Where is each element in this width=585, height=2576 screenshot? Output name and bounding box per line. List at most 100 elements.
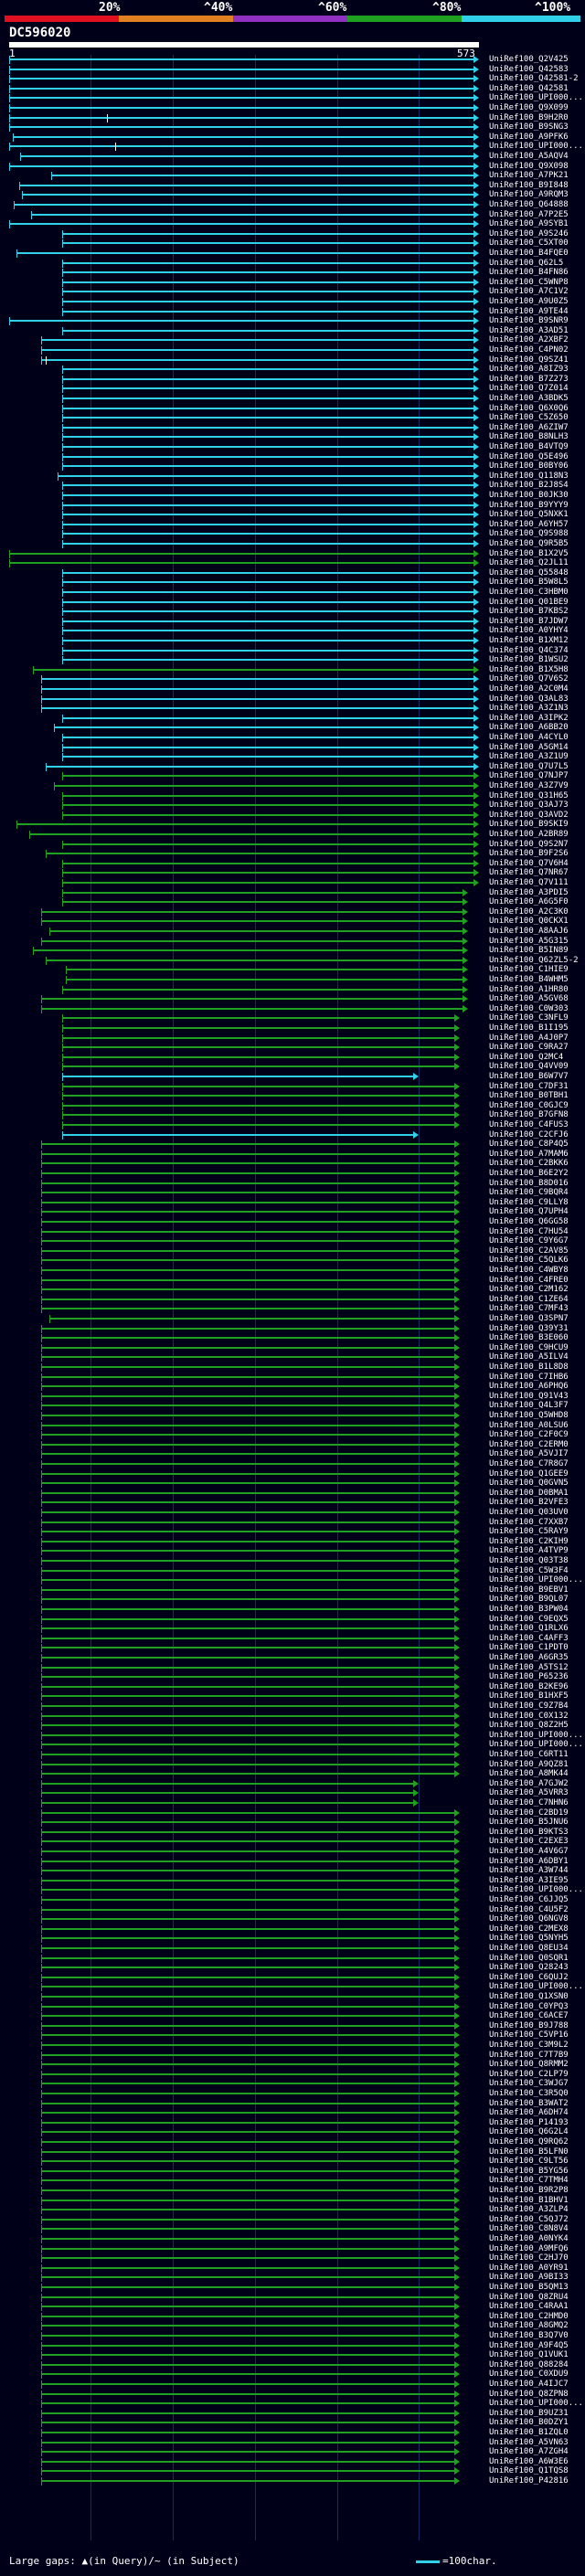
hit-label[interactable]: UniRef100_B7Z273	[489, 374, 569, 384]
hit-label[interactable]: UniRef100_Q4L3F7	[489, 1401, 569, 1411]
hit-label[interactable]: UniRef100_Q31H65	[489, 790, 569, 800]
hit-row[interactable]: UniRef100_C3M9L2	[0, 2041, 585, 2051]
hit-row[interactable]: UniRef100_Q7U7L5	[0, 762, 585, 772]
hit-row[interactable]: UniRef100_Q9SZ41	[0, 355, 585, 366]
hit-label[interactable]: UniRef100_Q9SZ41	[489, 355, 569, 365]
hit-label[interactable]: UniRef100_C0X132	[489, 1711, 569, 1721]
hit-label[interactable]: UniRef100_A8MK44	[489, 1769, 569, 1779]
hit-label[interactable]: UniRef100_A5VRR3	[489, 1788, 569, 1798]
hit-label[interactable]: UniRef100_UPI000...	[489, 1575, 583, 1585]
hit-label[interactable]: UniRef100_B4FQE0	[489, 249, 569, 258]
hit-row[interactable]: UniRef100_Q1GEE9	[0, 1469, 585, 1479]
hit-label[interactable]: UniRef100_C7HU54	[489, 1226, 569, 1236]
hit-label[interactable]: UniRef100_Q8EU34	[489, 1944, 569, 1953]
hit-row[interactable]: UniRef100_A4TVP9	[0, 1546, 585, 1556]
hit-row[interactable]: UniRef100_B3WAT2	[0, 2099, 585, 2109]
hit-row[interactable]: UniRef100_A0YR91	[0, 2263, 585, 2274]
hit-row[interactable]: UniRef100_Q8RMM2	[0, 2060, 585, 2070]
hit-row[interactable]: UniRef100_UPI000...	[0, 93, 585, 103]
hit-label[interactable]: UniRef100_C4FUS3	[489, 1120, 569, 1129]
hit-row[interactable]: UniRef100_Q1XSN0	[0, 1992, 585, 2002]
hit-label[interactable]: UniRef100_Q6X0Q6	[489, 403, 569, 413]
hit-row[interactable]: UniRef100_B1BHV1	[0, 2196, 585, 2206]
hit-label[interactable]: UniRef100_C3NFL9	[489, 1013, 569, 1023]
hit-label[interactable]: UniRef100_A0YR91	[489, 2263, 569, 2273]
hit-row[interactable]: UniRef100_B5IN89	[0, 946, 585, 956]
hit-row[interactable]: UniRef100_B1HXF5	[0, 1691, 585, 1701]
hit-row[interactable]: UniRef100_C4FUS3	[0, 1120, 585, 1130]
hit-label[interactable]: UniRef100_C7IHB6	[489, 1372, 569, 1382]
hit-label[interactable]: UniRef100_UPI000...	[489, 1730, 583, 1740]
hit-row[interactable]: UniRef100_A3BDK5	[0, 394, 585, 404]
hit-label[interactable]: UniRef100_B8D016	[489, 1178, 569, 1188]
hit-row[interactable]: UniRef100_Q0CKX1	[0, 917, 585, 927]
hit-label[interactable]: UniRef100_Q5E496	[489, 451, 569, 461]
hit-label[interactable]: UniRef100_Q03T38	[489, 1556, 569, 1565]
hit-row[interactable]: UniRef100_A6BB20	[0, 723, 585, 733]
hit-row[interactable]: UniRef100_A3Z1U9	[0, 752, 585, 762]
hit-row[interactable]: UniRef100_B5W8L5	[0, 578, 585, 588]
hit-label[interactable]: UniRef100_Q7UPH4	[489, 1207, 569, 1217]
hit-row[interactable]: UniRef100_A0LSU6	[0, 1421, 585, 1431]
hit-label[interactable]: UniRef100_Q2MC4	[489, 1052, 564, 1062]
hit-row[interactable]: UniRef100_C2BD19	[0, 1808, 585, 1818]
hit-row[interactable]: UniRef100_Q8ZRU4	[0, 2293, 585, 2303]
hit-label[interactable]: UniRef100_Q7NJP7	[489, 771, 569, 781]
hit-label[interactable]: UniRef100_B9F2S6	[489, 849, 569, 859]
hit-label[interactable]: UniRef100_A9S246	[489, 228, 569, 239]
hit-row[interactable]: UniRef100_A9S246	[0, 229, 585, 239]
hit-row[interactable]: UniRef100_C5W3F4	[0, 1566, 585, 1576]
hit-row[interactable]: UniRef100_Q8ZPN8	[0, 2390, 585, 2400]
hit-label[interactable]: UniRef100_A6DBY1	[489, 1856, 569, 1866]
hit-row[interactable]: UniRef100_B1X5H8	[0, 665, 585, 675]
hit-row[interactable]: UniRef100_Q5NXK1	[0, 510, 585, 520]
hit-label[interactable]: UniRef100_Q8ZPN8	[489, 2389, 569, 2399]
hit-label[interactable]: UniRef100_C7NHN6	[489, 1798, 569, 1807]
hit-row[interactable]: UniRef100_C5VP16	[0, 2030, 585, 2041]
hit-row[interactable]: UniRef100_A2BR89	[0, 830, 585, 840]
hit-row[interactable]: UniRef100_B2J8S4	[0, 481, 585, 491]
hit-row[interactable]: UniRef100_C5Z650	[0, 413, 585, 423]
hit-label[interactable]: UniRef100_C3WJG7	[489, 2079, 569, 2089]
hit-row[interactable]: UniRef100_Q7V6H4	[0, 859, 585, 869]
hit-row[interactable]: UniRef100_A4IJC7	[0, 2380, 585, 2390]
hit-label[interactable]: UniRef100_A9U0Z5	[489, 297, 569, 306]
hit-row[interactable]: UniRef100_C7T7B9	[0, 2051, 585, 2061]
hit-row[interactable]: UniRef100_A7ZGH4	[0, 2447, 585, 2457]
hit-label[interactable]: UniRef100_Q2JL11	[489, 558, 569, 568]
hit-label[interactable]: UniRef100_C6QUJ2	[489, 1972, 569, 1982]
hit-row[interactable]: UniRef100_UPI000...	[0, 1982, 585, 1992]
hit-row[interactable]: UniRef100_B1WSU2	[0, 655, 585, 665]
hit-row[interactable]: UniRef100_A2C0M4	[0, 684, 585, 694]
hit-row[interactable]: UniRef100_B4FQE0	[0, 249, 585, 259]
hit-row[interactable]: UniRef100_B9J788	[0, 2021, 585, 2031]
hit-row[interactable]: UniRef100_UPI000...	[0, 1740, 585, 1750]
hit-label[interactable]: UniRef100_C8P4Q5	[489, 1140, 569, 1150]
hit-label[interactable]: UniRef100_B9UZ31	[489, 2408, 569, 2418]
hit-label[interactable]: UniRef100_Q6NGV8	[489, 1914, 569, 1924]
hit-label[interactable]: UniRef100_Q03UV0	[489, 1508, 569, 1517]
hit-row[interactable]: UniRef100_Q9R5B5	[0, 539, 585, 549]
hit-row[interactable]: UniRef100_C6ACE7	[0, 2011, 585, 2021]
hit-row[interactable]: UniRef100_C6QUJ2	[0, 1973, 585, 1983]
hit-label[interactable]: UniRef100_Q7V6S2	[489, 674, 569, 684]
hit-label[interactable]: UniRef100_C7MF43	[489, 1304, 569, 1314]
hit-label[interactable]: UniRef100_C2F0C9	[489, 1430, 569, 1440]
hit-row[interactable]: UniRef100_B9SNG3	[0, 122, 585, 133]
hit-row[interactable]: UniRef100_A5GM14	[0, 743, 585, 753]
hit-label[interactable]: UniRef100_B5QM13	[489, 2283, 569, 2292]
hit-row[interactable]: UniRef100_Q4C374	[0, 646, 585, 656]
hit-label[interactable]: UniRef100_C4PN02	[489, 345, 569, 355]
hit-label[interactable]: UniRef100_Q1RLX6	[489, 1624, 569, 1634]
hit-row[interactable]: UniRef100_Q9X098	[0, 162, 585, 172]
hit-label[interactable]: UniRef100_A6BB20	[489, 723, 569, 733]
hit-row[interactable]: UniRef100_A8AAJ6	[0, 927, 585, 937]
hit-label[interactable]: UniRef100_C9BQR4	[489, 1188, 569, 1198]
hit-label[interactable]: UniRef100_Q7V111	[489, 878, 569, 887]
hit-label[interactable]: UniRef100_A0YHY4	[489, 626, 569, 636]
hit-label[interactable]: UniRef100_B1WSU2	[489, 655, 569, 665]
hit-row[interactable]: UniRef100_A5VRR3	[0, 1788, 585, 1798]
hit-row[interactable]: UniRef100_C2ERM0	[0, 1440, 585, 1450]
hit-label[interactable]: UniRef100_A2XBF2	[489, 335, 569, 345]
hit-label[interactable]: UniRef100_B2J8S4	[489, 481, 569, 491]
